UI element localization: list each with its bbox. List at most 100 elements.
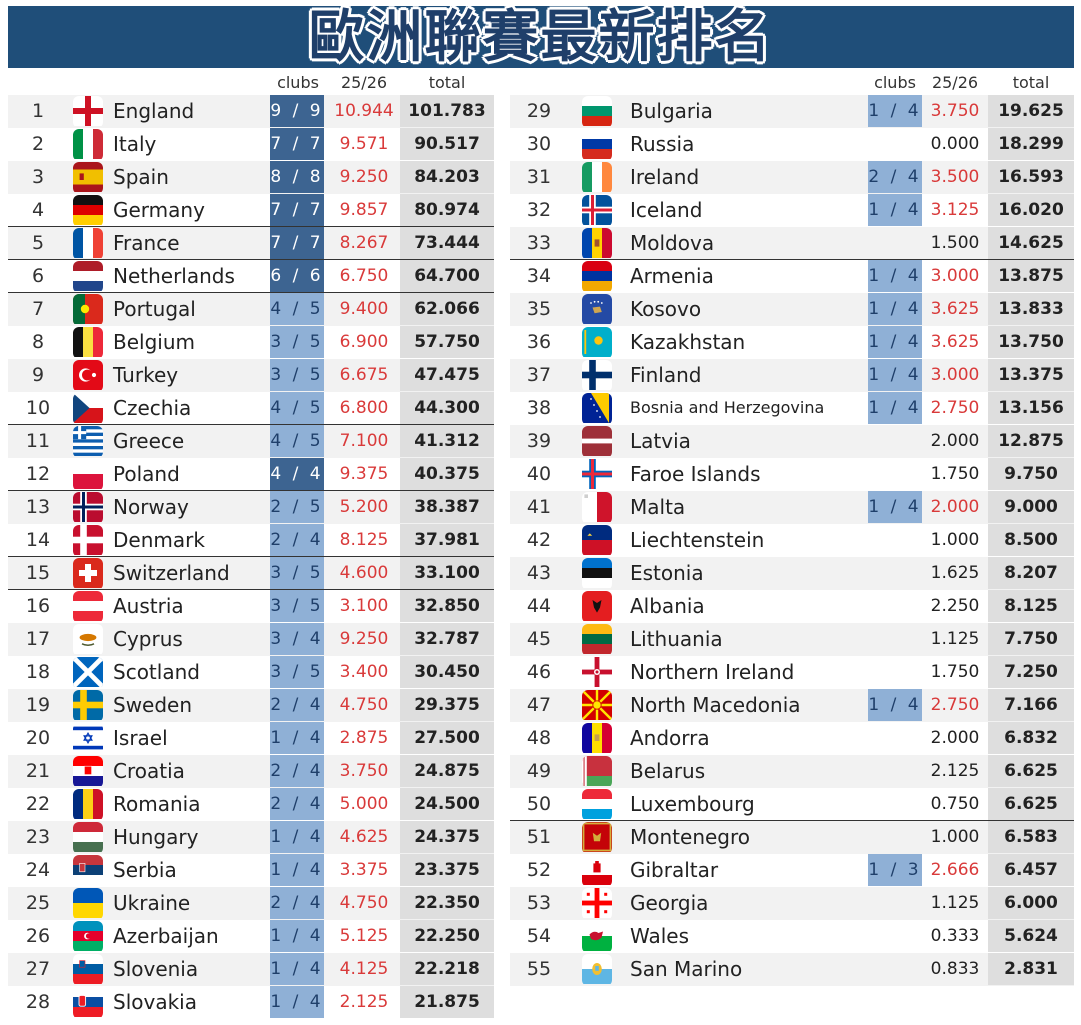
country-name: Azerbaijan — [113, 924, 219, 948]
season-points-cell: 1.000 — [930, 827, 980, 847]
kazakhstan-flag-icon — [582, 327, 612, 359]
rank-cell: 39 — [526, 430, 552, 452]
country-name: Romania — [113, 792, 201, 816]
tier-separator — [8, 556, 494, 557]
total-points-cell: 22.250 — [400, 920, 494, 952]
total-points-cell: 38.387 — [400, 491, 494, 523]
rank-cell: 33 — [526, 232, 552, 254]
romania-flag-icon — [73, 789, 103, 821]
country-name: Montenegro — [630, 825, 751, 849]
country-name: Belarus — [630, 759, 706, 783]
total-points-cell: 13.156 — [988, 392, 1074, 424]
tier-separator — [8, 226, 494, 227]
total-points-cell: 23.375 — [400, 854, 494, 886]
rank-cell: 32 — [526, 199, 552, 221]
table-row: 7 Portugal 4 / 5 9.400 62.066 — [8, 293, 494, 326]
bulgaria-flag-icon — [582, 96, 612, 128]
country-name: Scotland — [113, 660, 200, 684]
malta-flag-icon — [582, 492, 612, 524]
table-row: 20 Israel 1 / 4 2.875 27.500 — [8, 722, 494, 755]
country-name: Wales — [630, 924, 690, 948]
table-row: 43 Estonia 1.625 8.207 — [510, 557, 1074, 590]
estonia-flag-icon — [582, 558, 612, 590]
season-points-cell: 4.750 — [339, 695, 389, 715]
rank-cell: 1 — [31, 100, 45, 122]
clubs-cell: 2 / 4 — [270, 524, 324, 556]
rank-cell: 9 — [31, 364, 45, 386]
tier-separator — [510, 820, 1074, 821]
season-points-cell: 4.600 — [339, 563, 389, 583]
ukraine-flag-icon — [73, 888, 103, 920]
table-row: 31 Ireland 2 / 4 3.500 16.593 — [510, 161, 1074, 194]
country-name: Albania — [630, 594, 705, 618]
table-row: 41 Malta 1 / 4 2.000 9.000 — [510, 491, 1074, 524]
season-points-cell: 6.900 — [339, 332, 389, 352]
table-row: 1 England 9 / 9 10.944 101.783 — [8, 95, 494, 128]
austria-flag-icon — [73, 591, 103, 623]
country-name: Lithuania — [630, 627, 723, 651]
clubs-cell: 4 / 5 — [270, 293, 324, 325]
total-points-cell: 30.450 — [400, 656, 494, 688]
clubs-cell: 2 / 4 — [270, 788, 324, 820]
clubs-cell: 1 / 4 — [270, 854, 324, 886]
header-total-left: total — [428, 73, 466, 92]
rank-cell: 53 — [526, 892, 552, 914]
season-points-cell: 9.375 — [339, 464, 389, 484]
season-points-cell: 2.125 — [930, 761, 980, 781]
table-row: 42 Liechtenstein 1.000 8.500 — [510, 524, 1074, 557]
rank-cell: 30 — [526, 133, 552, 155]
table-row: 35 Kosovo 1 / 4 3.625 13.833 — [510, 293, 1074, 326]
rank-cell: 15 — [25, 562, 51, 584]
season-points-cell: 5.200 — [339, 497, 389, 517]
rank-cell: 29 — [526, 100, 552, 122]
season-points-cell: 3.750 — [339, 761, 389, 781]
country-name: Latvia — [630, 429, 691, 453]
clubs-cell — [868, 722, 922, 754]
table-row: 46 Northern Ireland 1.750 7.250 — [510, 656, 1074, 689]
total-points-cell: 8.500 — [988, 524, 1074, 556]
country-name: Georgia — [630, 891, 709, 915]
season-points-cell: 2.250 — [930, 596, 980, 616]
clubs-cell — [868, 128, 922, 160]
total-points-cell: 57.750 — [400, 326, 494, 358]
season-points-cell: 2.666 — [930, 860, 980, 880]
north-macedonia-flag-icon — [582, 690, 612, 722]
belgium-flag-icon — [73, 327, 103, 359]
clubs-cell: 1 / 4 — [270, 821, 324, 853]
table-row: 19 Sweden 2 / 4 4.750 29.375 — [8, 689, 494, 722]
clubs-cell: 1 / 4 — [270, 986, 324, 1018]
table-row: 30 Russia 0.000 18.299 — [510, 128, 1074, 161]
total-points-cell: 9.000 — [988, 491, 1074, 523]
andorra-flag-icon — [582, 723, 612, 755]
table-row: 3 Spain 8 / 8 9.250 84.203 — [8, 161, 494, 194]
total-points-cell: 32.850 — [400, 590, 494, 622]
belarus-flag-icon — [582, 756, 612, 788]
table-row: 14 Denmark 2 / 4 8.125 37.981 — [8, 524, 494, 557]
clubs-cell: 9 / 9 — [270, 95, 324, 127]
country-name: Slovakia — [113, 990, 197, 1014]
table-row: 23 Hungary 1 / 4 4.625 24.375 — [8, 821, 494, 854]
season-points-cell: 0.333 — [930, 926, 980, 946]
clubs-cell: 1 / 3 — [868, 854, 922, 886]
clubs-cell: 4 / 5 — [270, 425, 324, 457]
clubs-cell — [868, 920, 922, 952]
rank-cell: 13 — [25, 496, 51, 518]
season-points-cell: 1.625 — [930, 563, 980, 583]
season-points-cell: 3.375 — [339, 860, 389, 880]
total-points-cell: 14.625 — [988, 227, 1074, 259]
country-name: France — [113, 231, 180, 255]
clubs-cell: 1 / 4 — [868, 359, 922, 391]
clubs-cell: 1 / 4 — [868, 260, 922, 292]
country-name: Armenia — [630, 264, 714, 288]
total-points-cell: 13.750 — [988, 326, 1074, 358]
montenegro-flag-icon — [582, 822, 612, 854]
season-points-cell: 3.400 — [339, 662, 389, 682]
country-name: Bulgaria — [630, 99, 713, 123]
table-row: 12 Poland 4 / 4 9.375 40.375 — [8, 458, 494, 491]
georgia-flag-icon — [582, 888, 612, 920]
rank-cell: 49 — [526, 760, 552, 782]
clubs-cell: 2 / 4 — [270, 689, 324, 721]
country-name: Ireland — [630, 165, 700, 189]
clubs-cell: 3 / 5 — [270, 590, 324, 622]
country-name: Finland — [630, 363, 702, 387]
